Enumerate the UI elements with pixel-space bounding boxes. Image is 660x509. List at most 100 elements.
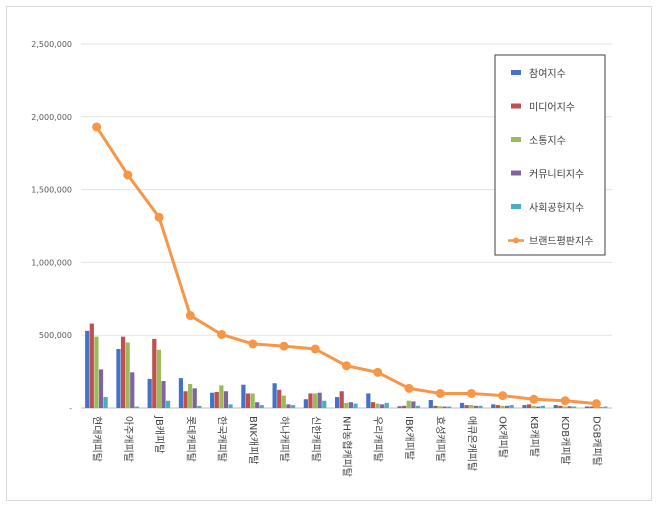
y-axis-ticks: - 500,000 1,000,000 1,500,000 2,000,000 2,500… bbox=[31, 40, 72, 413]
bar bbox=[553, 405, 558, 408]
legend-label: 커뮤니티지수 bbox=[529, 169, 584, 181]
legend-swatch bbox=[511, 103, 521, 109]
y-tick-label: 1,000,000 bbox=[31, 258, 72, 267]
bar bbox=[469, 405, 474, 408]
bar bbox=[281, 395, 286, 408]
bar bbox=[183, 391, 188, 408]
brand-reputation-chart: - 500,000 1,000,000 1,500,000 2,000,000 2,500… bbox=[31, 40, 612, 477]
x-tick-label: IBK캐피탈 bbox=[403, 416, 416, 460]
line-point bbox=[404, 383, 414, 393]
bar bbox=[527, 404, 532, 408]
bar bbox=[478, 405, 483, 408]
bar bbox=[397, 406, 402, 408]
line-point bbox=[466, 388, 476, 398]
bar bbox=[219, 385, 224, 408]
x-tick-label: 애큐온캐피탈 bbox=[465, 416, 478, 471]
x-tick-label: NH농협캐피탈 bbox=[341, 416, 354, 477]
bar bbox=[241, 384, 246, 408]
bar bbox=[312, 393, 318, 408]
legend-label: 미디어지수 bbox=[529, 102, 575, 114]
y-tick-label: 2,500,000 bbox=[31, 40, 72, 49]
bar bbox=[98, 369, 104, 408]
bar bbox=[290, 405, 296, 408]
line-point bbox=[498, 391, 508, 401]
bar bbox=[214, 391, 219, 408]
bar bbox=[509, 405, 514, 408]
bar bbox=[250, 393, 255, 408]
line-point bbox=[342, 361, 351, 371]
line-point bbox=[185, 311, 195, 321]
bar bbox=[562, 406, 568, 408]
bar bbox=[85, 330, 90, 408]
bar bbox=[447, 406, 452, 408]
x-tick-label: BNK캐피탈 bbox=[247, 416, 260, 465]
bar bbox=[495, 405, 500, 408]
bar bbox=[366, 393, 371, 408]
bar bbox=[415, 405, 421, 408]
bar bbox=[223, 391, 229, 408]
bar bbox=[433, 405, 438, 408]
x-tick-label: 신한캐피탈 bbox=[309, 416, 322, 462]
bar bbox=[464, 405, 469, 408]
bar bbox=[192, 388, 197, 408]
x-axis-categories: 현대캐피탈 아주캐피탈 JB캐피탈 롯데캐피탈 한국캐피탈 BNK캐피탈 하나캐피탈 신한캐피… bbox=[91, 415, 604, 477]
bar bbox=[500, 405, 505, 408]
bar bbox=[442, 406, 447, 408]
bar-layer bbox=[85, 323, 608, 408]
bar bbox=[165, 400, 171, 408]
x-tick-label: 우리캐피탈 bbox=[372, 416, 385, 462]
bar bbox=[188, 383, 193, 408]
line-point bbox=[310, 344, 320, 354]
line-point bbox=[529, 394, 539, 404]
x-tick-label: 하나캐피탈 bbox=[278, 416, 291, 462]
bar bbox=[277, 389, 282, 408]
line-point bbox=[123, 170, 133, 180]
bar bbox=[348, 402, 353, 408]
bar bbox=[210, 392, 215, 408]
bar bbox=[322, 400, 327, 408]
bar bbox=[428, 399, 433, 408]
bar bbox=[473, 405, 478, 408]
bar bbox=[317, 392, 322, 408]
bar bbox=[375, 403, 380, 408]
bar bbox=[522, 405, 527, 408]
x-tick-label: 아주캐피탈 bbox=[122, 416, 135, 462]
bar bbox=[339, 391, 344, 408]
bar bbox=[161, 381, 166, 408]
bar bbox=[116, 349, 121, 408]
bar bbox=[598, 407, 603, 408]
legend-label: 참여지수 bbox=[529, 68, 566, 80]
x-tick-label: JB캐피탈 bbox=[153, 415, 166, 453]
bar bbox=[308, 393, 313, 408]
bar bbox=[437, 406, 443, 408]
bar bbox=[353, 403, 358, 408]
bar bbox=[491, 404, 496, 408]
bar bbox=[572, 406, 577, 408]
line-point bbox=[217, 329, 227, 339]
x-tick-label: KDB캐피탈 bbox=[559, 416, 572, 465]
bar bbox=[531, 405, 536, 408]
bar bbox=[567, 406, 572, 408]
bar bbox=[130, 372, 135, 408]
x-tick-label: 롯데캐피탈 bbox=[184, 416, 197, 462]
x-tick-label: 현대캐피탈 bbox=[91, 416, 104, 462]
bar bbox=[272, 383, 277, 408]
line-point bbox=[248, 339, 258, 349]
bar bbox=[504, 405, 510, 408]
x-tick-label: OK캐피탈 bbox=[497, 416, 510, 458]
bar bbox=[259, 405, 264, 408]
bar bbox=[406, 400, 411, 408]
bar bbox=[584, 406, 590, 408]
x-tick-label: DGB캐피탈 bbox=[590, 416, 603, 466]
line-point bbox=[279, 341, 289, 351]
bar bbox=[152, 338, 157, 408]
bar bbox=[344, 402, 349, 408]
line-point bbox=[92, 122, 102, 132]
legend-swatch bbox=[511, 170, 521, 176]
legend-label: 사회공헌지수 bbox=[529, 202, 584, 214]
y-tick-label: 500,000 bbox=[39, 331, 72, 340]
bar bbox=[335, 397, 340, 408]
bar bbox=[197, 405, 202, 408]
legend-swatch bbox=[511, 70, 521, 75]
